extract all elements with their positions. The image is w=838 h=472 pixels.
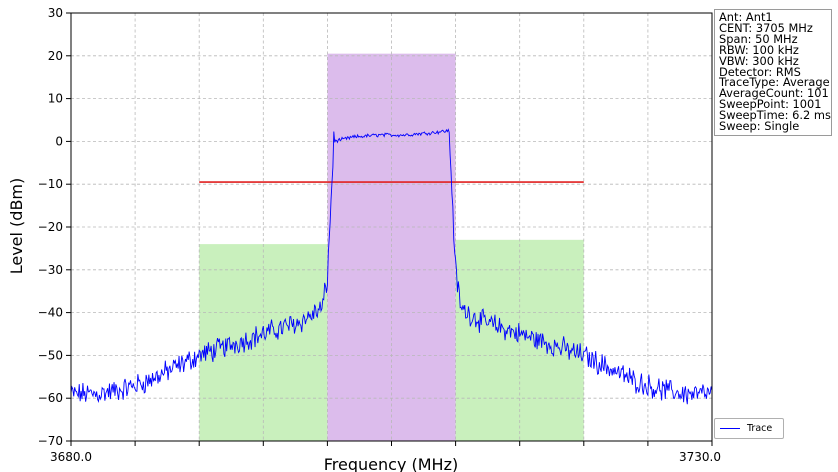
info-sweep: Sweep: Single <box>719 119 800 134</box>
info-antenna: Ant: Ant1 <box>719 10 773 24</box>
y-tick-label: −10 <box>38 177 63 191</box>
y-tick-label: −40 <box>38 306 63 320</box>
info-tracetype: TraceType: Average <box>719 75 830 90</box>
legend-swatch-trace <box>720 428 740 429</box>
trace-layer <box>70 128 713 405</box>
y-axis-label: Level (dBm) <box>7 178 26 275</box>
y-tick-label: −30 <box>38 263 63 277</box>
info-span: Span: 50 MHz <box>719 31 798 46</box>
y-tick-label: 30 <box>48 6 63 20</box>
y-tick-label: 0 <box>55 134 63 148</box>
y-tick-label: −50 <box>38 348 63 362</box>
legend: Trace <box>714 418 784 439</box>
info-sweeppoint: SweepPoint: 1001 <box>719 97 822 112</box>
x-tick-label: 3680.0 <box>50 450 92 464</box>
info-box: Ant: Ant1 CENT: 3705 MHz Span: 50 MHz RB… <box>714 9 832 136</box>
y-tick-label: 10 <box>48 92 63 106</box>
y-tick-label: −20 <box>38 220 63 234</box>
x-tick-label: 3730.0 <box>679 450 721 464</box>
legend-label-trace: Trace <box>747 423 773 434</box>
info-center: CENT: 3705 MHz <box>719 20 813 35</box>
y-tick-label: −60 <box>38 391 63 405</box>
info-detector: Detector: RMS <box>719 64 801 79</box>
info-averagecount: AverageCount: 101 <box>719 86 829 101</box>
info-vbw: VBW: 300 kHz <box>719 53 799 68</box>
info-rbw: RBW: 100 kHz <box>719 42 799 57</box>
axis-layer: 30 20 10 0 −10 −20 −30 −40 −50 −60 −70 3680.0 3730.0 <box>38 6 721 464</box>
mask-rect-0 <box>199 244 328 441</box>
trace-line <box>70 128 713 405</box>
x-axis-label: Frequency (MHz) <box>324 455 458 472</box>
y-tick-label: −70 <box>38 434 63 448</box>
grid-layer <box>71 13 712 441</box>
y-tick-label: 20 <box>48 49 63 63</box>
info-sweeptime: SweepTime: 6.2 ms <box>719 108 831 123</box>
